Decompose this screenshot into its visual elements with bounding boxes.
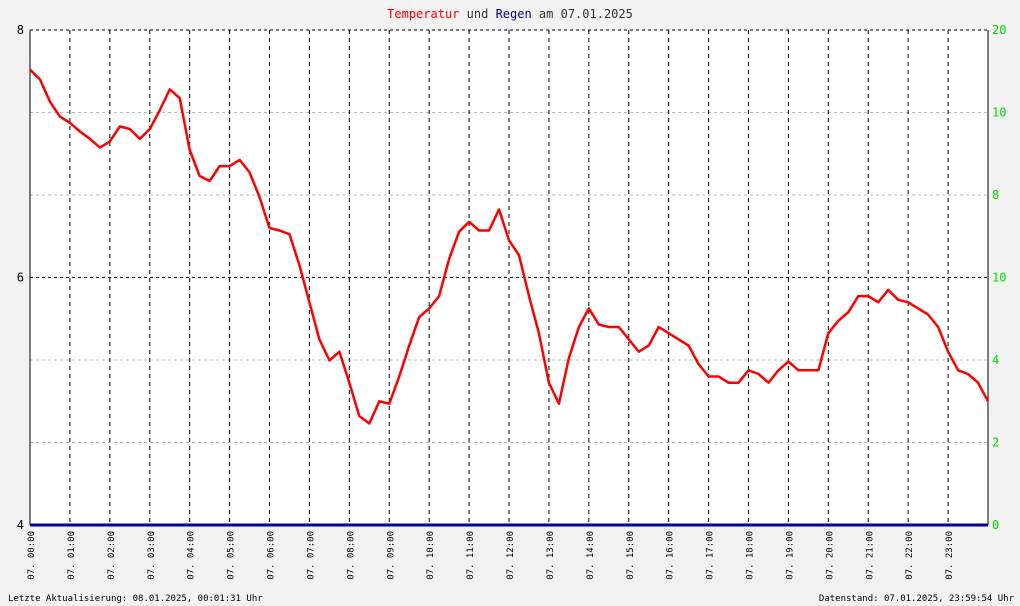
- y-tick-label: 6: [17, 271, 24, 285]
- x-tick-label: 07. 01:00: [67, 531, 77, 580]
- x-tick-label: 07. 18:00: [746, 531, 756, 580]
- x-tick-label: 07. 12:00: [506, 531, 516, 580]
- y-tick-label: 8: [17, 23, 24, 37]
- x-tick-label: 07. 07:00: [306, 531, 316, 580]
- x-tick-label: 07. 14:00: [586, 531, 596, 580]
- x-tick-label: 07. 03:00: [147, 531, 157, 580]
- x-tick-label: 07. 20:00: [825, 531, 835, 580]
- chart-title: Temperatur und Regen am 07.01.2025: [387, 7, 633, 21]
- y2-tick-label: 10: [992, 271, 1006, 285]
- x-tick-label: 07. 10:00: [426, 531, 436, 580]
- title-part: Regen: [496, 7, 532, 21]
- series-line: [29, 68, 990, 425]
- x-tick-label: 07. 15:00: [626, 531, 636, 580]
- y2-tick-label: 4: [992, 353, 999, 367]
- x-tick-label: 07. 08:00: [346, 531, 356, 580]
- x-tick-label: 07. 11:00: [466, 531, 476, 580]
- title-part: Temperatur: [387, 7, 459, 21]
- x-tick-label: 07. 16:00: [666, 531, 676, 580]
- title-part: und: [467, 7, 489, 21]
- y2-tick-label: 2: [992, 436, 999, 450]
- title-part: am 07.01.2025: [539, 7, 633, 21]
- x-tick-label: 07. 23:00: [945, 531, 955, 580]
- footer-right: Datenstand: 07.01.2025, 23:59:54 Uhr: [819, 594, 1015, 604]
- y2-tick-label: 8: [992, 188, 999, 202]
- y2-tick-label: 0: [992, 518, 999, 532]
- footer-left: Letzte Aktualisierung: 08.01.2025, 00:01…: [8, 594, 263, 604]
- x-tick-label: 07. 19:00: [785, 531, 795, 580]
- x-tick-label: 07. 05:00: [227, 531, 237, 580]
- x-tick-label: 07. 02:00: [107, 531, 117, 580]
- x-tick-label: 07. 00:00: [27, 531, 37, 580]
- x-tick-label: 07. 09:00: [386, 531, 396, 580]
- x-tick-label: 07. 06:00: [267, 531, 277, 580]
- x-tick-label: 07. 13:00: [546, 531, 556, 580]
- y2-tick-label: 20: [992, 23, 1006, 37]
- x-tick-label: 07. 22:00: [905, 531, 915, 580]
- y-tick-label: 4: [17, 518, 24, 532]
- x-tick-label: 07. 04:00: [187, 531, 197, 580]
- x-tick-label: 07. 21:00: [865, 531, 875, 580]
- x-tick-label: 07. 17:00: [706, 531, 716, 580]
- y2-tick-label: 10: [992, 106, 1006, 120]
